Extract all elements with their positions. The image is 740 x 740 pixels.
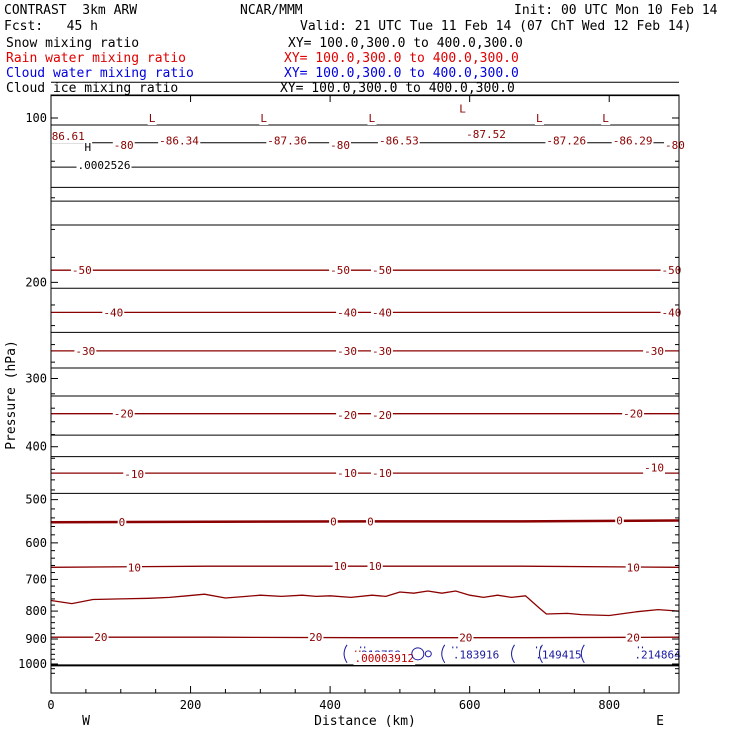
east-label: E bbox=[656, 714, 664, 729]
y-tick-label: 700 bbox=[25, 572, 47, 586]
y-tick-label: 200 bbox=[25, 275, 47, 289]
isotherm-label: -10 bbox=[124, 468, 144, 481]
boundary-layer-contour bbox=[50, 590, 680, 617]
isotherm-label: -40 bbox=[662, 306, 682, 319]
extremum-label: -86.34 bbox=[159, 135, 199, 148]
isotherm-label: -50 bbox=[330, 264, 350, 277]
isotherm-label: 0 bbox=[367, 515, 374, 528]
extremum-label: -87.26 bbox=[546, 135, 586, 148]
y-tick-label: 500 bbox=[25, 493, 47, 507]
extremum-label: -86.53 bbox=[379, 135, 419, 148]
isotherm-label: -30 bbox=[337, 345, 357, 358]
isotherm-label: -10 bbox=[337, 467, 357, 480]
x-tick-label: 800 bbox=[598, 698, 620, 712]
isotherm-line-10 bbox=[50, 565, 680, 568]
extremum-label: L bbox=[459, 102, 466, 115]
isotherm-label: -30 bbox=[372, 345, 392, 358]
isotherm-label: -40 bbox=[337, 306, 357, 319]
isotherm-label: 10 bbox=[368, 560, 381, 573]
y-tick-label: 600 bbox=[25, 536, 47, 550]
isotherm-label: -20 bbox=[114, 408, 134, 421]
field-xy-rain: XY= 100.0,300.0 to 400.0,300.0 bbox=[284, 51, 519, 66]
extremum-label: L bbox=[602, 112, 609, 125]
isotherm-label: -50 bbox=[372, 264, 392, 277]
y-tick-label: 1000 bbox=[18, 657, 47, 671]
isotherm-label: 10 bbox=[128, 561, 141, 574]
valid-time: Valid: 21 UTC Tue 11 Feb 14 (07 ChT Wed … bbox=[300, 19, 692, 34]
west-label: W bbox=[82, 714, 90, 729]
extremum-label: -86.29 bbox=[613, 135, 653, 148]
field-name-cloud-water: Cloud water mixing ratio bbox=[6, 66, 194, 81]
extremum-label: 86.61 bbox=[52, 130, 85, 143]
forecast-hour: Fcst: 45 h bbox=[4, 19, 98, 34]
y-tick-label: 900 bbox=[25, 632, 47, 646]
y-tick-label: 100 bbox=[25, 111, 47, 125]
field-xy-snow: XY= 100.0,300.0 to 400.0,300.0 bbox=[288, 36, 523, 51]
field-name-rain: Rain water mixing ratio bbox=[6, 51, 187, 66]
isotherm-label: 20 bbox=[94, 631, 107, 644]
cloud-water-contour bbox=[441, 644, 446, 664]
cloud-water-label: .149415 bbox=[535, 648, 581, 661]
y-axis-title: Pressure (hPa) bbox=[4, 340, 19, 450]
isotherm-label: 20 bbox=[309, 631, 322, 644]
extremum-label: H bbox=[84, 141, 91, 154]
isotherm-label: 0 bbox=[330, 515, 337, 528]
y-tick-label: 300 bbox=[25, 372, 47, 386]
isotherm-label: -10 bbox=[372, 467, 392, 480]
isotherm-label: 0 bbox=[616, 515, 623, 528]
isotherm-label: 0 bbox=[119, 516, 126, 529]
y-tick-label: 800 bbox=[25, 604, 47, 618]
isotherm-label: -40 bbox=[103, 306, 123, 319]
isotherm-label: -20 bbox=[337, 409, 357, 422]
center-label: NCAR/MMM bbox=[240, 3, 303, 18]
extremum-label: L bbox=[368, 112, 375, 125]
x-tick-label: 600 bbox=[459, 698, 481, 712]
rain-water-label: .00003912 bbox=[355, 652, 415, 665]
cloud-water-contour bbox=[343, 644, 348, 664]
isotherm-label: 10 bbox=[627, 561, 640, 574]
field-xy-cloud-ice: XY= 100.0,300.0 to 400.0,300.0 bbox=[280, 81, 515, 96]
isotherm-label: -10 bbox=[644, 462, 664, 475]
isotherm-label: 10 bbox=[334, 560, 347, 573]
cloud-water-contour bbox=[424, 650, 432, 658]
field-name-snow: Snow mixing ratio bbox=[6, 36, 140, 51]
field-xy-cloud-water: XY= 100.0,300.0 to 400.0,300.0 bbox=[284, 66, 519, 81]
plot-frame bbox=[50, 94, 680, 694]
cloud-water-contour bbox=[411, 647, 425, 661]
cloud-water-contour bbox=[538, 644, 543, 664]
isotherm-line-0 bbox=[50, 519, 680, 524]
isotherm-label: -50 bbox=[662, 264, 682, 277]
isotherm-label: -50 bbox=[72, 264, 92, 277]
extremum-label: L bbox=[260, 112, 267, 125]
isotherm-line-20 bbox=[51, 636, 680, 639]
extremum-label: .0002526 bbox=[78, 159, 131, 172]
cloud-water-contour bbox=[580, 644, 585, 664]
isotherm-label: 20 bbox=[627, 632, 640, 645]
isotherm-label: -80 bbox=[330, 139, 350, 152]
isotherm-label: 20 bbox=[459, 632, 472, 645]
isotherm-label: -20 bbox=[372, 409, 392, 422]
isotherm-label: -30 bbox=[75, 345, 95, 358]
cloud-water-label: .214864 bbox=[634, 648, 681, 661]
cloud-water-contour bbox=[511, 644, 515, 664]
x-tick-label: 200 bbox=[180, 698, 202, 712]
extremum-label: -87.52 bbox=[466, 128, 506, 141]
field-name-cloud-ice: Cloud ice mixing ratio bbox=[6, 81, 179, 96]
x-tick-label: 400 bbox=[319, 698, 341, 712]
extremum-label: L bbox=[149, 112, 156, 125]
isotherm-label: -20 bbox=[623, 408, 643, 421]
x-tick-label: 0 bbox=[47, 698, 54, 712]
extremum-label: -87.36 bbox=[267, 135, 307, 148]
isotherm-label: -80 bbox=[665, 139, 685, 152]
isotherm-label: -30 bbox=[644, 345, 664, 358]
y-tick-label: 400 bbox=[25, 440, 47, 454]
isotherm-label: -40 bbox=[372, 306, 392, 319]
cloud-water-label: .183916 bbox=[453, 648, 499, 661]
init-time: Init: 00 UTC Mon 10 Feb 14 bbox=[514, 3, 718, 18]
model-title: CONTRAST 3km ARW bbox=[4, 3, 138, 18]
x-axis-title: Distance (km) bbox=[314, 714, 416, 729]
isotherm-label: -80 bbox=[114, 139, 134, 152]
extremum-label: L bbox=[536, 112, 543, 125]
